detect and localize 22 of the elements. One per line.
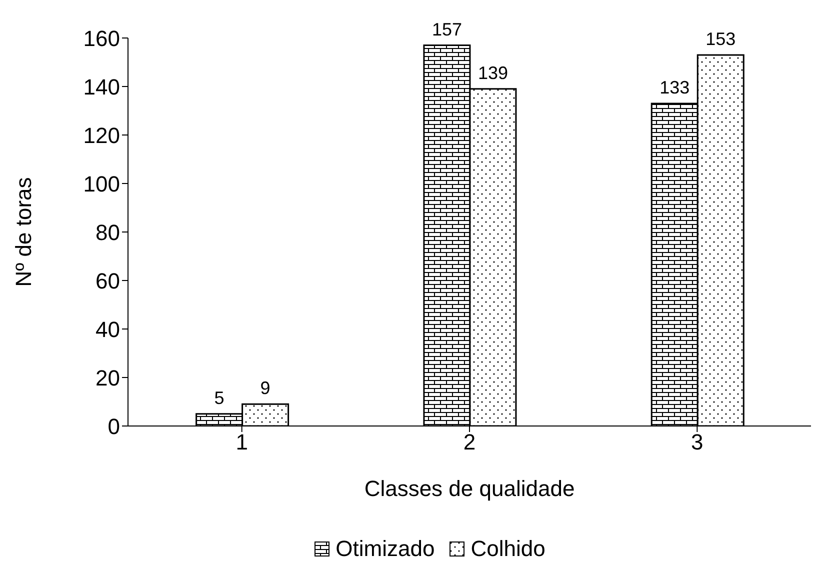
y-tick-label: 80: [96, 220, 120, 245]
legend-label: Otimizado: [336, 536, 435, 562]
data-label: 153: [706, 28, 736, 49]
y-tick-label: 100: [83, 171, 120, 196]
x-tick-label: 3: [691, 430, 704, 455]
y-axis-title: Nº de toras: [10, 177, 36, 287]
x-tick-label: 1: [236, 430, 248, 455]
y-tick-label: 40: [96, 316, 120, 342]
y-tick-label: 120: [83, 122, 120, 148]
y-tick-label: 160: [83, 26, 120, 51]
y-tick-label: 140: [83, 74, 120, 100]
data-label: 9: [260, 378, 270, 398]
data-label: 139: [478, 62, 508, 83]
x-tick-label: 2: [463, 430, 476, 455]
y-tick-label: 20: [96, 365, 120, 390]
y-tick-label: 60: [96, 268, 120, 294]
data-label: 5: [214, 388, 224, 408]
x-axis-title: Classes de qualidade: [364, 476, 575, 501]
data-label: 157: [432, 19, 462, 40]
y-tick-label: 0: [108, 414, 120, 439]
data-label: 133: [660, 77, 690, 98]
legend-label: Colhido: [470, 536, 546, 562]
